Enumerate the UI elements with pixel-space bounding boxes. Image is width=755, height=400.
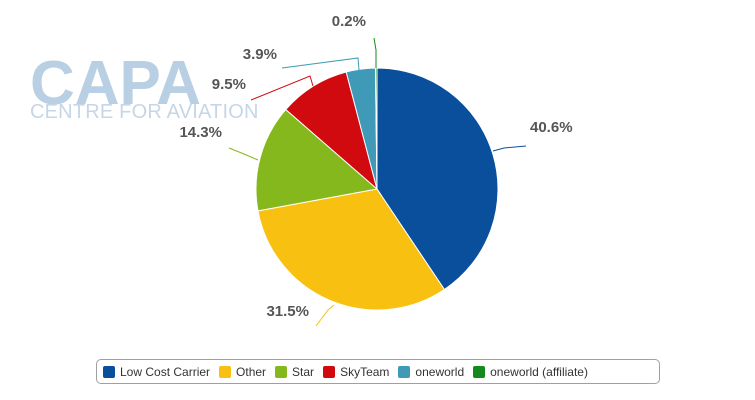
connector-star <box>228 147 259 161</box>
legend-item-oneworld[interactable]: oneworld <box>398 365 464 379</box>
watermark-subtitle: CENTRE FOR AVIATION <box>30 101 259 123</box>
legend-swatch <box>103 365 115 378</box>
data-label-star: 14.3% <box>179 124 222 141</box>
connector-low-cost-carrier <box>492 145 527 152</box>
legend-label: Low Cost Carrier <box>120 364 211 379</box>
pie-slice-star[interactable] <box>255 108 379 212</box>
data-labels: 40.6% 31.5% 14.3% 9.5% 3.9% 0.2% <box>179 13 572 320</box>
data-label-other: 31.5% <box>266 303 309 320</box>
legend-label: oneworld (affiliate) <box>490 364 588 379</box>
data-label-skyteam: 9.5% <box>212 76 246 93</box>
legend-label: Other <box>236 364 267 379</box>
connector-other <box>315 304 335 327</box>
data-label-low-cost-carrier: 40.6% <box>530 119 573 136</box>
legend-item-star[interactable]: Star <box>275 365 314 379</box>
legend-item-other[interactable]: Other <box>219 365 266 379</box>
legend-swatch <box>219 365 232 378</box>
label-connectors <box>228 37 527 327</box>
legend-swatch <box>323 365 336 378</box>
legend-swatch <box>473 365 486 378</box>
connector-skyteam <box>250 75 314 101</box>
legend-label: SkyTeam <box>340 364 390 379</box>
connector-oneworld <box>281 57 360 71</box>
chart-legend: Low Cost Carrier Other Star SkyTeam oneworld… <box>96 359 660 384</box>
legend-label: oneworld <box>415 364 465 379</box>
data-label-oneworld-affiliate: 0.2% <box>332 13 366 30</box>
legend-swatch <box>398 365 411 378</box>
watermark-brand: CAPA <box>30 49 201 118</box>
legend-item-oneworld-affiliate[interactable]: oneworld (affiliate) <box>473 365 588 379</box>
pie-slice-oneworld-affiliate[interactable] <box>374 67 378 190</box>
pie-slice-other[interactable] <box>257 188 446 311</box>
capa-watermark: CAPA CENTRE FOR AVIATION <box>30 49 259 123</box>
pie-slice-low-cost-carrier[interactable] <box>376 67 499 291</box>
data-label-oneworld: 3.9% <box>243 46 277 63</box>
legend-item-skyteam[interactable]: SkyTeam <box>323 365 389 379</box>
legend-swatch <box>275 365 288 378</box>
legend-item-low-cost-carrier[interactable]: Low Cost Carrier <box>103 365 210 379</box>
legend-label: Star <box>292 364 315 379</box>
connector-oneworld-affiliate <box>373 37 377 68</box>
pie-slices <box>255 67 499 311</box>
